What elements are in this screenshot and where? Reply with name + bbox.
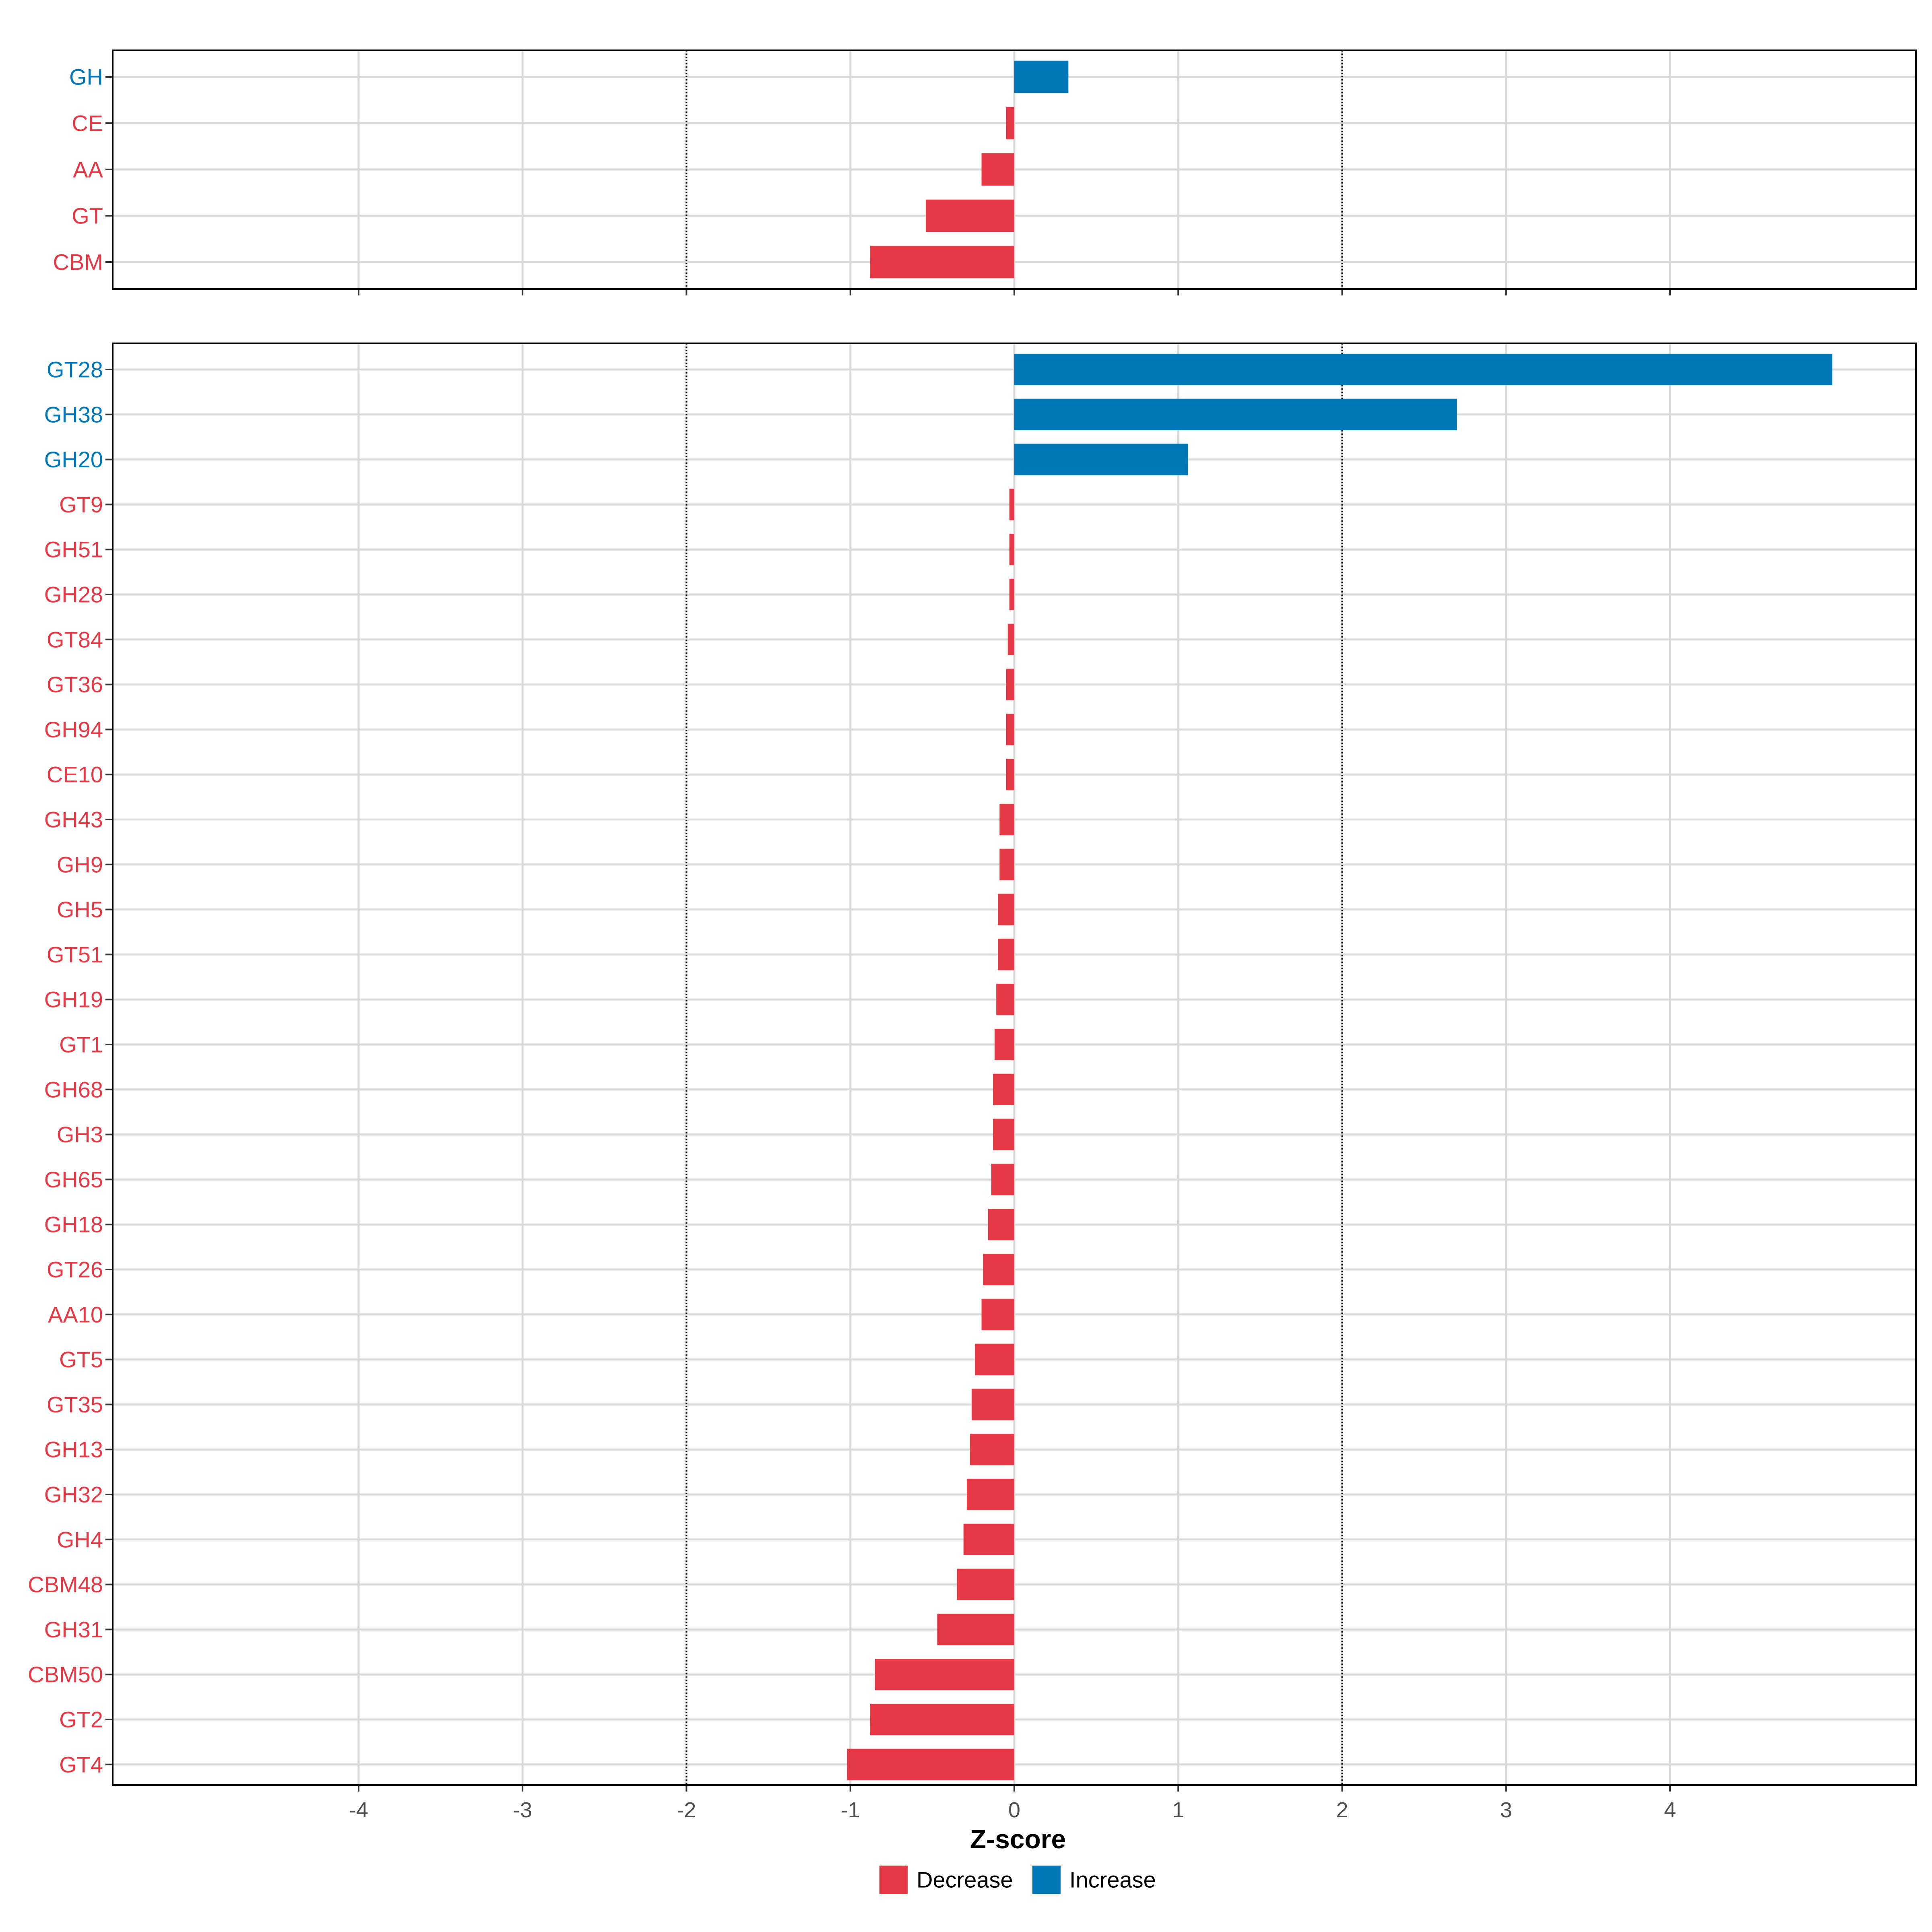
y-tick-label: GH31 [44, 1617, 103, 1642]
bar [870, 246, 1014, 279]
bar [937, 1614, 1014, 1645]
bar [926, 199, 1014, 232]
y-tick-label: GH20 [44, 447, 103, 472]
y-tick-label: CBM50 [28, 1662, 103, 1687]
bar [963, 1523, 1014, 1555]
y-tick-label: GH9 [57, 852, 103, 877]
bar [998, 894, 1014, 925]
x-tick-label: -3 [513, 1798, 532, 1822]
bar [981, 1298, 1014, 1330]
y-tick-label: GH4 [57, 1527, 103, 1552]
y-tick-label: GT [72, 203, 103, 229]
y-tick-label: GT51 [47, 942, 103, 967]
y-tick-label: GH43 [44, 807, 103, 832]
legend-key [1032, 1866, 1061, 1894]
y-tick-label: GT9 [59, 492, 103, 517]
bar [993, 1073, 1014, 1105]
x-tick-label: 0 [1008, 1798, 1020, 1822]
legend: Decrease Increase [879, 1866, 1156, 1894]
y-tick-label: GH18 [44, 1212, 103, 1237]
y-tick-label: GT5 [59, 1347, 103, 1372]
bar [957, 1569, 1014, 1600]
y-tick-label: GT36 [47, 672, 103, 697]
y-tick-label: CE [72, 111, 103, 136]
bar [1009, 578, 1014, 611]
bar [870, 1703, 1014, 1736]
x-axis-title: Z-score [970, 1824, 1066, 1854]
bar [970, 1434, 1014, 1466]
y-tick-label: GH19 [44, 987, 103, 1012]
y-tick-label: GT2 [59, 1707, 103, 1732]
bar [1006, 759, 1014, 791]
panel-1: GH CE AA GT CBM [53, 50, 1917, 295]
bar [972, 1389, 1014, 1420]
y-tick-label: GH28 [44, 582, 103, 607]
y-tick-label: GH65 [44, 1167, 103, 1192]
bar [996, 984, 1014, 1016]
bar [966, 1478, 1014, 1511]
bar [875, 1659, 1014, 1690]
x-tick-label: 2 [1336, 1798, 1348, 1822]
bar [999, 803, 1014, 836]
y-tick-label: GT35 [47, 1392, 103, 1417]
bar [1014, 353, 1833, 386]
y-tick-label: CBM48 [28, 1572, 103, 1597]
x-tick-label: 1 [1172, 1798, 1184, 1822]
chart-panels: GHCEAAGTCBMGT28GH38GH20GT9GH51GH28GT84GT… [28, 50, 1917, 1792]
y-tick-label: AA [73, 157, 103, 182]
bar [975, 1344, 1014, 1375]
bar [993, 1119, 1014, 1150]
y-tick-label: CBM [53, 250, 103, 275]
legend-label: Decrease [916, 1867, 1013, 1893]
bar [1009, 534, 1014, 566]
x-tick-label: 4 [1664, 1798, 1676, 1822]
y-tick-label: CE10 [47, 762, 103, 787]
x-tick-label: -1 [841, 1798, 860, 1822]
bar [1007, 623, 1014, 655]
bar [1014, 444, 1188, 475]
bar [999, 848, 1014, 880]
legend-key [879, 1866, 908, 1894]
bar [995, 1028, 1014, 1061]
bar [1014, 398, 1457, 430]
bar [1009, 489, 1014, 520]
x-tick-label: -2 [677, 1798, 696, 1822]
y-tick-label: GT4 [59, 1752, 103, 1777]
legend-label: Increase [1069, 1867, 1156, 1893]
y-tick-label: GT28 [47, 357, 103, 382]
bar [988, 1209, 1014, 1241]
bar [998, 939, 1014, 970]
bar [1006, 669, 1014, 700]
bar [1006, 714, 1014, 745]
y-tick-label: GT84 [47, 627, 103, 652]
y-tick-label: GT1 [59, 1032, 103, 1057]
bar [1014, 60, 1069, 93]
panel-2: GT28 GH38 GH20 GT9 GH51 GH28 GT84 GT36 GH94 CE10 G… [28, 343, 1917, 1792]
y-tick-label: GH32 [44, 1482, 103, 1507]
panel-border [112, 343, 1917, 1786]
x-axis: -4 -3 -2 -1 0 1 2 3 4 [349, 1798, 1676, 1822]
y-tick-label: GH5 [57, 897, 103, 922]
bar [981, 153, 1014, 186]
y-tick-label: GH38 [44, 402, 103, 427]
bar [847, 1748, 1014, 1780]
x-tick-label: -4 [349, 1798, 368, 1822]
bar [983, 1253, 1014, 1286]
y-tick-label: GH68 [44, 1077, 103, 1102]
y-tick-label: GH51 [44, 537, 103, 562]
x-tick-label: 3 [1500, 1798, 1512, 1822]
y-tick-label: AA10 [48, 1302, 103, 1327]
y-tick-label: GH3 [57, 1122, 103, 1147]
panel-border [112, 50, 1917, 290]
bar [1006, 107, 1014, 140]
y-tick-label: GH13 [44, 1437, 103, 1462]
y-tick-label: GT26 [47, 1257, 103, 1282]
y-tick-label: GH [69, 64, 103, 90]
y-tick-label: GH94 [44, 717, 103, 742]
bar [991, 1164, 1014, 1195]
